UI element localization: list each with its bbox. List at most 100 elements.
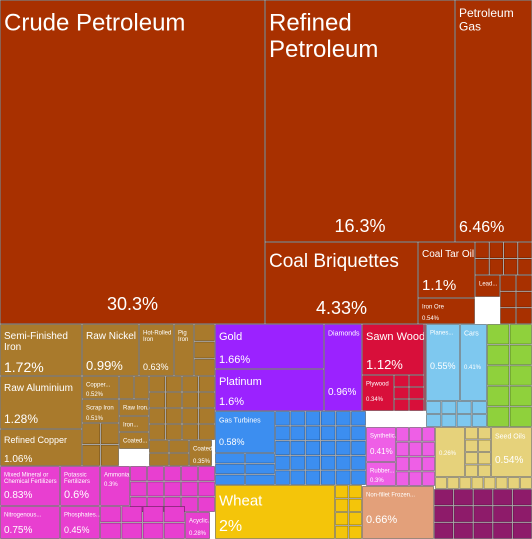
small-tile: [409, 441, 422, 457]
tile-raw-aluminium[interactable]: Raw Aluminium 1.28%: [0, 376, 82, 429]
tile-crude-petroleum[interactable]: Crude Petroleum 30.3%: [0, 0, 265, 324]
tile-name-label: Raw Nickel: [86, 331, 136, 342]
small-tile: [441, 401, 457, 414]
tile-coated-2[interactable]: Coated... 0.35%: [189, 440, 218, 466]
tile-gas-turbines[interactable]: Gas Turbines 0.58%: [215, 411, 275, 453]
tile-iron-misc[interactable]: Iron...: [119, 416, 149, 432]
tile-rect: [362, 486, 434, 539]
tile-non-fillet-frozen[interactable]: Non-fillet Frozen... 0.66%: [362, 486, 434, 539]
small-tile: [348, 512, 362, 526]
small-tile: [320, 455, 336, 471]
tile-name-label: Raw Iron...: [123, 406, 152, 412]
tile-diamonds[interactable]: Diamonds 0.96%: [324, 324, 362, 411]
tile-ammonia[interactable]: Ammonia 0.3%: [100, 466, 131, 506]
small-tile: [509, 385, 532, 407]
small-tile: [181, 466, 198, 482]
small-tile: [350, 425, 367, 441]
tile-share-label: 1.06%: [4, 454, 32, 465]
tile-phosphates[interactable]: Phosphates... 0.45%: [60, 506, 102, 539]
tile-synthetic[interactable]: Synthetic... 0.41%: [366, 427, 401, 462]
tile-plywood[interactable]: Plywood 0.34%: [362, 375, 394, 411]
tile-name-label: Copper...: [86, 383, 111, 389]
tile-coal-tar-oil[interactable]: Coal Tar Oil 1.1%: [418, 242, 475, 298]
tile-rect: [0, 376, 82, 429]
tile-lead-ore[interactable]: Lead...: [475, 275, 500, 297]
tile-share-label: 0.99%: [86, 358, 123, 373]
tile-name-label: Coated...: [193, 447, 218, 453]
tile-scrap-iron[interactable]: Scrap Iron 0.51%: [82, 399, 119, 423]
tile-name-label: Chemical Fertilizers: [4, 479, 57, 485]
tile-raw-nickel[interactable]: Raw Nickel 0.99%: [82, 324, 139, 376]
small-tile: [198, 424, 215, 440]
small-tile: [509, 344, 532, 366]
tile-name-label: Mixed Mineral or: [4, 473, 48, 479]
tile-refined-copper[interactable]: Refined Copper 1.06%: [0, 429, 82, 466]
tile-name-label: Coal Tar Oil: [422, 249, 474, 260]
tile-share-label: 4.33%: [316, 298, 367, 318]
small-tile: [459, 477, 472, 489]
small-tile: [147, 496, 164, 512]
small-tile: [290, 470, 306, 486]
small-tile: [100, 444, 119, 466]
small-tile: [441, 414, 457, 427]
tile-share-label: 1.66%: [219, 354, 250, 366]
tile-sawn-wood[interactable]: Sawn Wood 1.12%: [362, 324, 426, 375]
tile-name-label: Fertilizers: [64, 479, 90, 485]
tile-share-label: 0.63%: [143, 362, 169, 372]
tile-copper[interactable]: Copper... 0.52%: [82, 376, 119, 399]
small-tile: [130, 481, 147, 497]
tile-rect: [362, 324, 424, 375]
tile-platinum[interactable]: Platinum 1.6%: [215, 369, 324, 411]
small-tile: [348, 498, 362, 512]
small-tile: [422, 471, 435, 486]
tile-share-label: 0.41%: [370, 447, 393, 456]
small-tile: [275, 440, 291, 456]
tile-share-label: 0.26%: [439, 451, 457, 457]
small-tile: [503, 258, 518, 275]
tile-rubber[interactable]: Rubber... 0.3%: [366, 462, 396, 486]
tile-name-label: Iron: [178, 337, 188, 343]
tile-chem-small[interactable]: Acyclic... 0.28%: [185, 512, 214, 539]
small-tile: [335, 485, 349, 499]
tile-wheat[interactable]: Wheat 2%: [215, 485, 335, 539]
tile-gold[interactable]: Gold 1.66%: [215, 324, 324, 369]
small-tile: [275, 470, 291, 486]
tile-coated-1[interactable]: Coated...: [119, 432, 149, 449]
tile-coal-briquettes[interactable]: Coal Briquettes 4.33%: [265, 242, 418, 324]
tile-rect: [189, 440, 212, 466]
tile-rect: [418, 298, 475, 324]
small-tile: [426, 414, 442, 427]
small-tile: [275, 455, 291, 471]
small-tile: [130, 496, 147, 512]
tile-cars[interactable]: Cars 0.41%: [460, 324, 487, 401]
tile-name-label: Pig: [178, 331, 187, 337]
tile-seed-oils[interactable]: Seed Oils 0.54%: [491, 427, 532, 477]
small-tile: [473, 522, 493, 539]
tile-name-label: Plywood: [366, 382, 389, 388]
tile-raw-iron[interactable]: Raw Iron...: [119, 399, 153, 416]
tile-foodstuff-2[interactable]: 0.26%: [435, 427, 465, 477]
small-tile: [194, 358, 215, 376]
tile-rect: [366, 427, 396, 462]
small-tile: [290, 455, 306, 471]
tile-name-label: Raw Aluminium: [4, 383, 73, 394]
small-tile: [182, 424, 199, 440]
tile-iron-ore[interactable]: Iron Ore 0.54%: [418, 298, 475, 324]
tile-share-label: 0.52%: [86, 392, 104, 398]
small-tile: [149, 453, 169, 466]
tile-share-label: 0.54%: [495, 455, 523, 466]
small-tile: [409, 427, 422, 442]
small-tile: [492, 489, 513, 506]
tile-name-label: Nitrogenous...: [4, 513, 42, 519]
small-tile: [394, 375, 409, 387]
tile-nitrogenous[interactable]: Nitrogenous... 0.75%: [0, 506, 60, 539]
small-tile: [335, 425, 351, 441]
tile-planes[interactable]: Planes... 0.55%: [426, 324, 460, 401]
